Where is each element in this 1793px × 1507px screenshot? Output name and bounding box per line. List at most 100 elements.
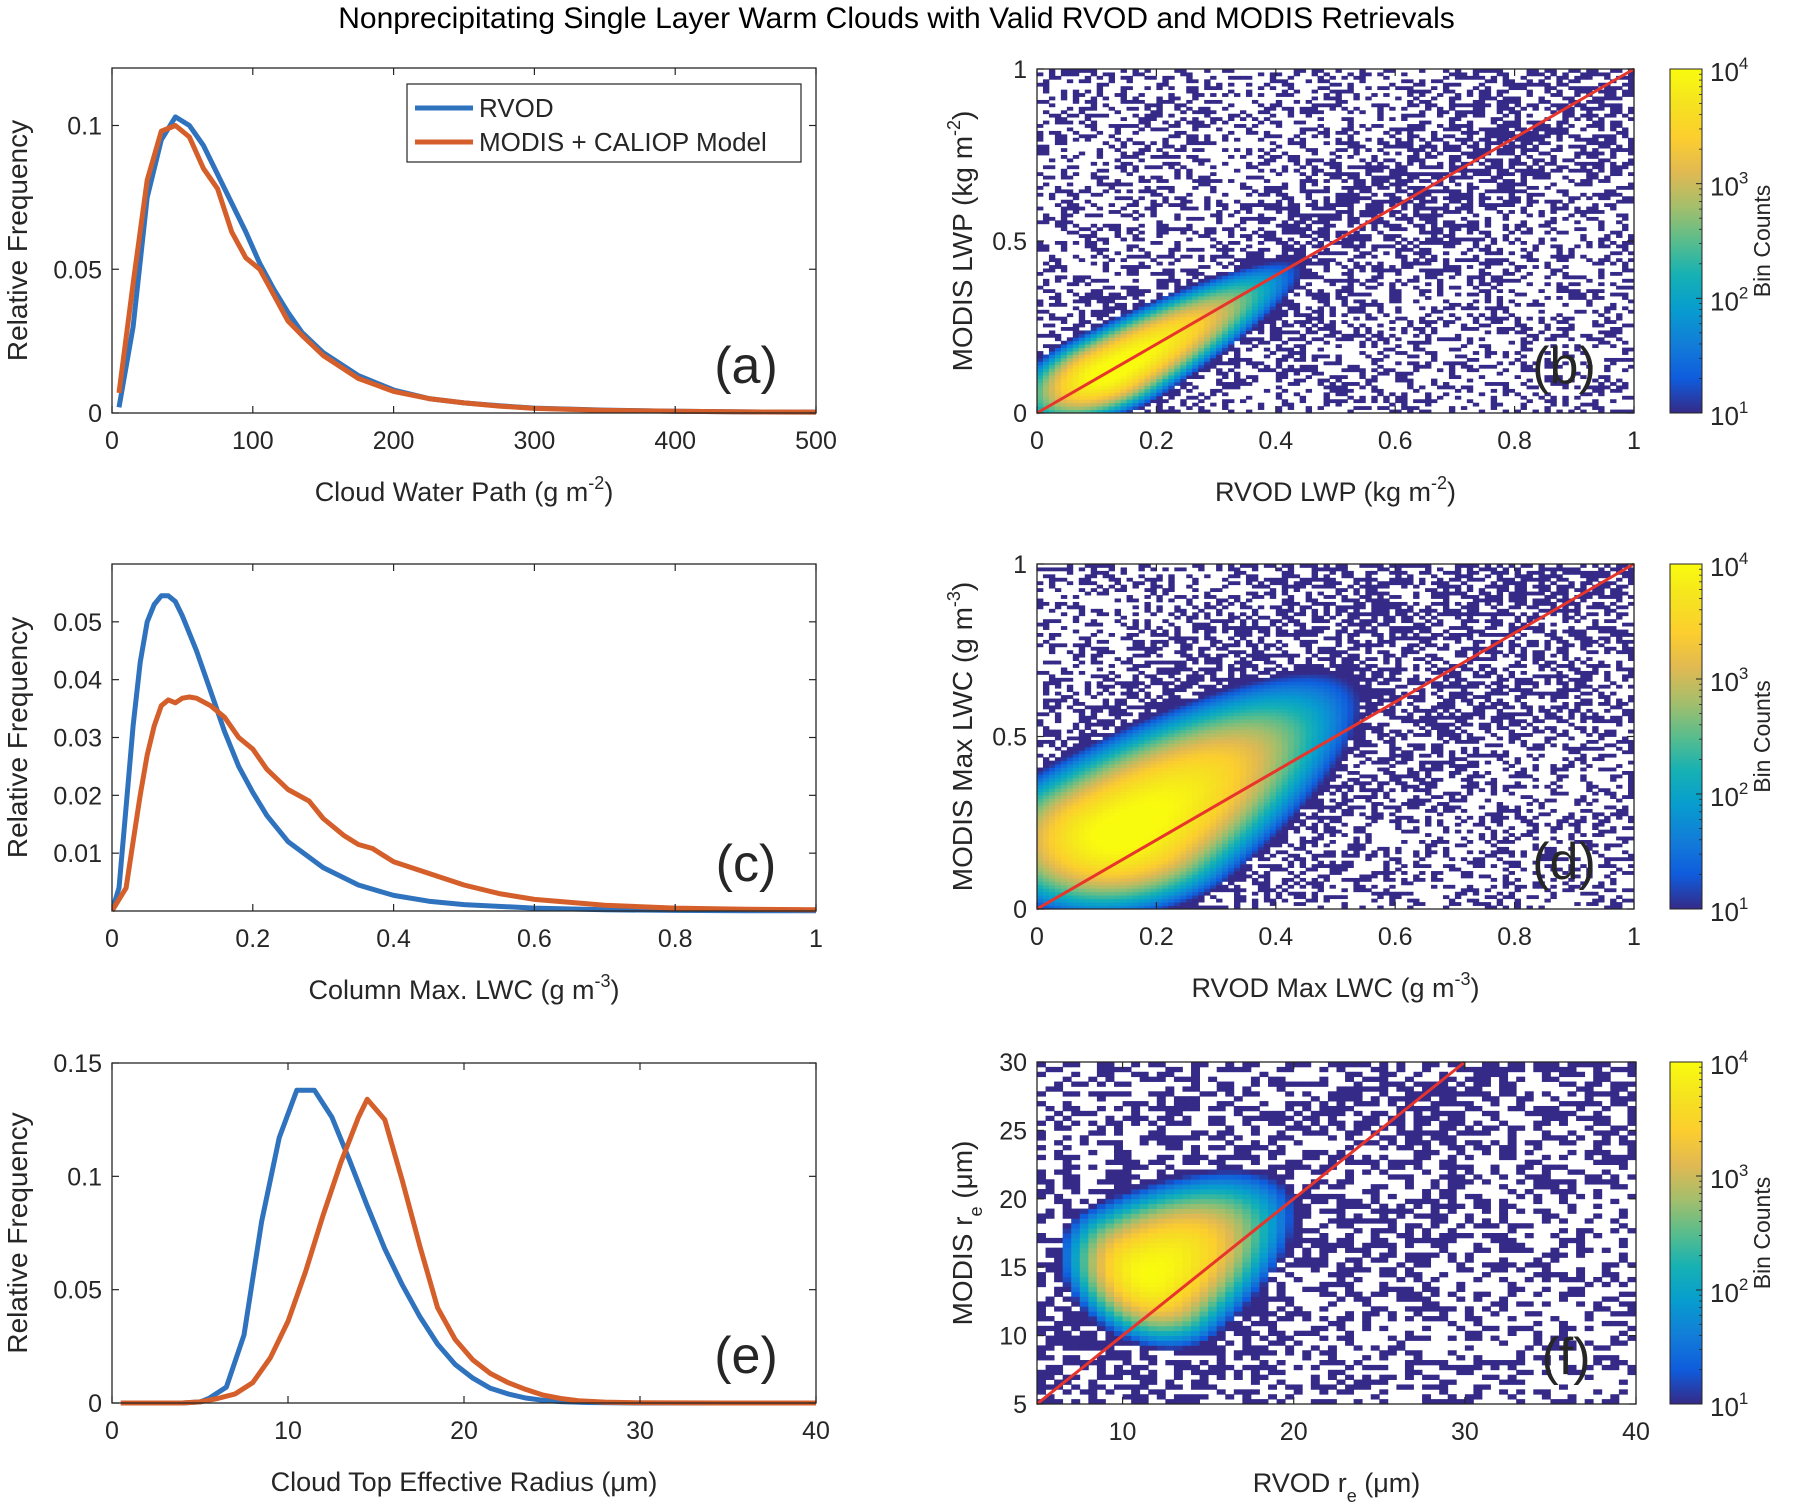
- heatmap-cell: [1251, 378, 1259, 383]
- heatmap-cell: [1604, 89, 1611, 94]
- heatmap-cell: [1096, 337, 1104, 342]
- heatmap-cell: [1144, 392, 1151, 397]
- heatmap-cell: [1042, 733, 1050, 737]
- heatmap-cell: [1401, 206, 1408, 211]
- heatmap-cell: [1610, 69, 1617, 73]
- heatmap-cell: [1138, 306, 1145, 311]
- heatmap-cell: [1228, 103, 1235, 108]
- heatmap-cell: [1192, 316, 1199, 321]
- heatmap-cell: [1532, 127, 1539, 132]
- heatmap-cell: [1598, 323, 1605, 328]
- heatmap-cell: [1150, 316, 1157, 321]
- heatmap-cell: [1293, 254, 1301, 259]
- heatmap-cell: [1377, 168, 1384, 173]
- heatmap-cell: [1132, 306, 1139, 311]
- heatmap-cell: [1174, 333, 1181, 338]
- x-tick-label: 0: [1030, 427, 1044, 455]
- heatmap-cell: [1096, 351, 1104, 355]
- heatmap-cell: [1078, 357, 1086, 362]
- heatmap-cell: [1114, 357, 1121, 362]
- heatmap-cell: [1317, 275, 1324, 280]
- heatmap-cell: [1102, 368, 1110, 373]
- heatmap-cell: [1084, 347, 1092, 352]
- heatmap-cell: [1102, 299, 1110, 304]
- heatmap-cell: [1604, 134, 1611, 139]
- heatmap-cell: [1078, 309, 1086, 314]
- heatmap-cell: [1544, 351, 1551, 355]
- heatmap-cell: [1478, 161, 1486, 166]
- heatmap-cell: [1442, 261, 1450, 266]
- heatmap-cell: [1502, 354, 1510, 359]
- heatmap-cell: [1204, 409, 1211, 414]
- heatmap-cell: [1329, 320, 1336, 324]
- heatmap-cell: [1078, 402, 1086, 407]
- heatmap-cell: [1084, 99, 1092, 104]
- heatmap-cell: [1448, 124, 1456, 128]
- heatmap-cell: [1514, 199, 1521, 204]
- heatmap-cell: [1269, 368, 1277, 373]
- heatmap-cell: [1598, 330, 1605, 335]
- heatmap-cell: [1275, 313, 1283, 318]
- heatmap-cell: [1317, 320, 1324, 324]
- heatmap-cell: [1436, 172, 1444, 177]
- heatmap-cell: [1239, 282, 1247, 287]
- heatmap-cell: [1126, 375, 1133, 379]
- heatmap-cell: [1526, 120, 1533, 125]
- heatmap-cell: [1042, 148, 1050, 152]
- heatmap-cell: [1436, 161, 1444, 166]
- heatmap-cell: [1108, 392, 1116, 397]
- heatmap-cell: [1180, 230, 1187, 235]
- heatmap-cell: [1156, 323, 1163, 328]
- heatmap-cell: [1454, 75, 1462, 80]
- heatmap-cell: [1299, 337, 1307, 342]
- heatmap-cell: [1628, 172, 1635, 177]
- heatmap-cell: [1466, 340, 1474, 345]
- heatmap-cell: [1532, 144, 1539, 149]
- heatmap-cell: [1383, 175, 1390, 180]
- heatmap-cell: [1275, 120, 1283, 125]
- heatmap-cell: [1222, 69, 1229, 73]
- heatmap-cell: [1389, 199, 1396, 204]
- heatmap-cell: [1353, 265, 1360, 269]
- heatmap-cell: [1060, 371, 1068, 376]
- heatmap-cell: [1150, 399, 1157, 404]
- heatmap-cell: [1186, 168, 1193, 173]
- heatmap-cell: [1371, 93, 1378, 97]
- heatmap-cell: [1210, 323, 1217, 328]
- heatmap-cell: [1335, 251, 1342, 256]
- heatmap-cell: [1347, 134, 1354, 139]
- heatmap-cell: [1472, 351, 1480, 355]
- heatmap-cell: [1096, 371, 1104, 376]
- heatmap-cell: [1556, 93, 1563, 97]
- heatmap-cell: [1598, 313, 1605, 318]
- heatmap-cell: [1466, 210, 1474, 214]
- heatmap-cell: [1616, 234, 1623, 238]
- y-tick-label: 0: [1013, 400, 1027, 428]
- heatmap-cell: [1162, 155, 1169, 159]
- heatmap-cell: [1562, 258, 1569, 263]
- heatmap-cell: [1090, 247, 1098, 252]
- heatmap-cell: [1401, 406, 1408, 410]
- heatmap-cell: [1216, 275, 1223, 280]
- heatmap-cell: [1341, 285, 1348, 290]
- heatmap-cell: [1347, 292, 1354, 297]
- heatmap-cell: [1436, 113, 1444, 118]
- heatmap-cell: [1502, 237, 1510, 242]
- heatmap-cell: [1037, 605, 1044, 610]
- heatmap-cell: [1377, 333, 1384, 338]
- heatmap-cell: [1275, 392, 1283, 397]
- heatmap-cell: [1239, 299, 1247, 304]
- heatmap-cell: [1222, 148, 1229, 152]
- heatmap-cell: [1299, 275, 1307, 280]
- heatmap-cell: [1436, 271, 1444, 276]
- heatmap-cell: [1156, 82, 1163, 87]
- heatmap-cell: [1425, 337, 1432, 342]
- heatmap-cell: [1365, 285, 1372, 290]
- heatmap-cell: [1448, 179, 1456, 183]
- heatmap-cell: [1484, 316, 1492, 321]
- heatmap-cell: [1156, 175, 1163, 180]
- heatmap-cell: [1496, 148, 1504, 152]
- heatmap-cell: [1341, 375, 1348, 379]
- heatmap-cell: [1132, 344, 1139, 349]
- heatmap-cell: [1108, 330, 1116, 335]
